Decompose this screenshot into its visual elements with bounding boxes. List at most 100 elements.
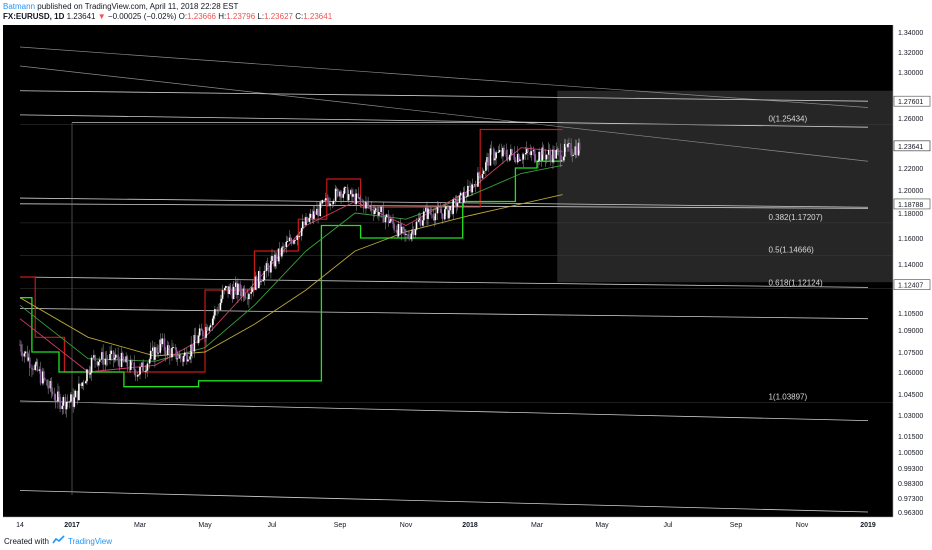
candle-body	[21, 351, 23, 357]
candle-body	[370, 205, 373, 211]
projection-shaded-box	[557, 90, 893, 283]
candle-body	[157, 352, 159, 354]
candle-body	[252, 287, 255, 290]
candle-body	[58, 391, 60, 397]
author-link[interactable]: Batmann	[3, 2, 36, 11]
candle-body	[81, 382, 84, 386]
candle-body	[544, 154, 547, 160]
trend-line-5[interactable]	[19, 203, 869, 209]
candle-body	[490, 148, 493, 150]
candle-body	[441, 213, 444, 220]
candle-body	[54, 399, 57, 402]
candle-body	[339, 191, 341, 197]
x-tick-label: Jul	[268, 522, 277, 529]
candle-body	[31, 367, 33, 369]
ohlc-high-label: H:	[218, 12, 227, 21]
candle-body	[387, 214, 390, 223]
candle-body	[59, 396, 61, 409]
candle-body	[524, 153, 527, 155]
symbol-info: FX:EURUSD, 1D 1.23641 ▼ −0.00025 (−0.02%…	[3, 12, 332, 21]
candle-body	[282, 246, 284, 248]
candle-body	[153, 347, 155, 360]
candle-body	[160, 339, 163, 345]
y-tick-label: 1.18788	[898, 202, 923, 209]
candle-body	[437, 206, 440, 209]
trend-line-0[interactable]	[19, 46, 869, 108]
candle-body	[451, 206, 453, 214]
candle-body	[486, 157, 488, 163]
candle-body	[408, 237, 410, 240]
candle-body	[293, 240, 295, 244]
candle-body	[50, 380, 53, 392]
candle-body	[148, 359, 151, 364]
candle-body	[106, 359, 109, 361]
candle-body	[228, 286, 230, 294]
footer: Created with TradingView	[0, 532, 932, 550]
created-with-text: Created with	[4, 537, 49, 546]
candle-body	[557, 149, 560, 151]
candle-body	[317, 208, 319, 217]
trend-line-9[interactable]	[19, 490, 869, 513]
candle-body	[194, 334, 197, 341]
candle-body	[334, 188, 337, 201]
candle-body	[382, 206, 385, 223]
trend-line-2[interactable]	[19, 90, 869, 102]
ohlc-open-label: O:	[178, 12, 188, 21]
y-tick-label: 1.18000	[898, 211, 923, 218]
candle-body	[110, 350, 112, 355]
candle-body	[335, 188, 338, 190]
candle-body	[426, 207, 428, 219]
candle-body	[508, 154, 511, 161]
candle-body	[578, 142, 581, 151]
candle-body	[183, 352, 186, 356]
price-axis	[893, 22, 932, 532]
last-price: 1.23641	[66, 12, 96, 21]
y-tick-label: 1.26000	[898, 116, 923, 123]
candle-body	[263, 270, 266, 281]
y-tick-label: 1.30000	[898, 70, 923, 77]
candle-body	[511, 149, 513, 154]
candle-body	[296, 235, 299, 240]
candle-body	[378, 212, 380, 216]
candle-body	[425, 207, 427, 212]
candle-body	[369, 205, 372, 207]
candle-body	[347, 194, 350, 201]
candle-body	[542, 147, 545, 155]
price-chart[interactable]: 0(1.25434) 0.382(1.17207) 0.5(1.14666) 0.61…	[0, 22, 932, 532]
candle-body	[485, 162, 487, 171]
candle-body	[419, 218, 422, 226]
candle-body	[78, 383, 80, 401]
trend-line-3[interactable]	[19, 114, 869, 128]
price-change: −0.00025 (−0.02%)	[107, 12, 177, 21]
y-tick-label: 1.10500	[898, 311, 923, 318]
candle-body	[138, 374, 140, 376]
candles	[19, 137, 581, 418]
trend-line-7[interactable]	[19, 308, 869, 320]
candle-body	[562, 156, 565, 161]
trend-line-8[interactable]	[19, 400, 869, 421]
tradingview-brand[interactable]: TradingView	[68, 537, 113, 546]
candle-body	[548, 150, 551, 155]
candle-body	[418, 218, 421, 221]
trend-line-1[interactable]	[19, 65, 869, 162]
candle-body	[164, 350, 167, 355]
candle-body	[221, 290, 224, 299]
trend-line-4[interactable]	[19, 197, 869, 208]
y-tick-label: 1.22000	[898, 166, 923, 173]
ohlc-low-label: L:	[257, 12, 265, 21]
candle-body	[505, 150, 508, 157]
x-tick-label: 2019	[860, 522, 876, 529]
candle-body	[23, 353, 26, 357]
candle-body	[487, 157, 489, 166]
candle-body	[275, 254, 278, 262]
candle-body	[202, 330, 204, 337]
candle-body	[331, 203, 334, 205]
candle-body	[120, 352, 123, 367]
trend-line-6[interactable]	[19, 276, 869, 288]
candle-body	[270, 260, 272, 273]
ema-slow-line	[19, 194, 563, 357]
candle-body	[90, 357, 93, 373]
candle-body	[144, 370, 147, 372]
fib-label: 0.618(1.12124)	[768, 278, 823, 287]
candle-body	[27, 357, 30, 361]
